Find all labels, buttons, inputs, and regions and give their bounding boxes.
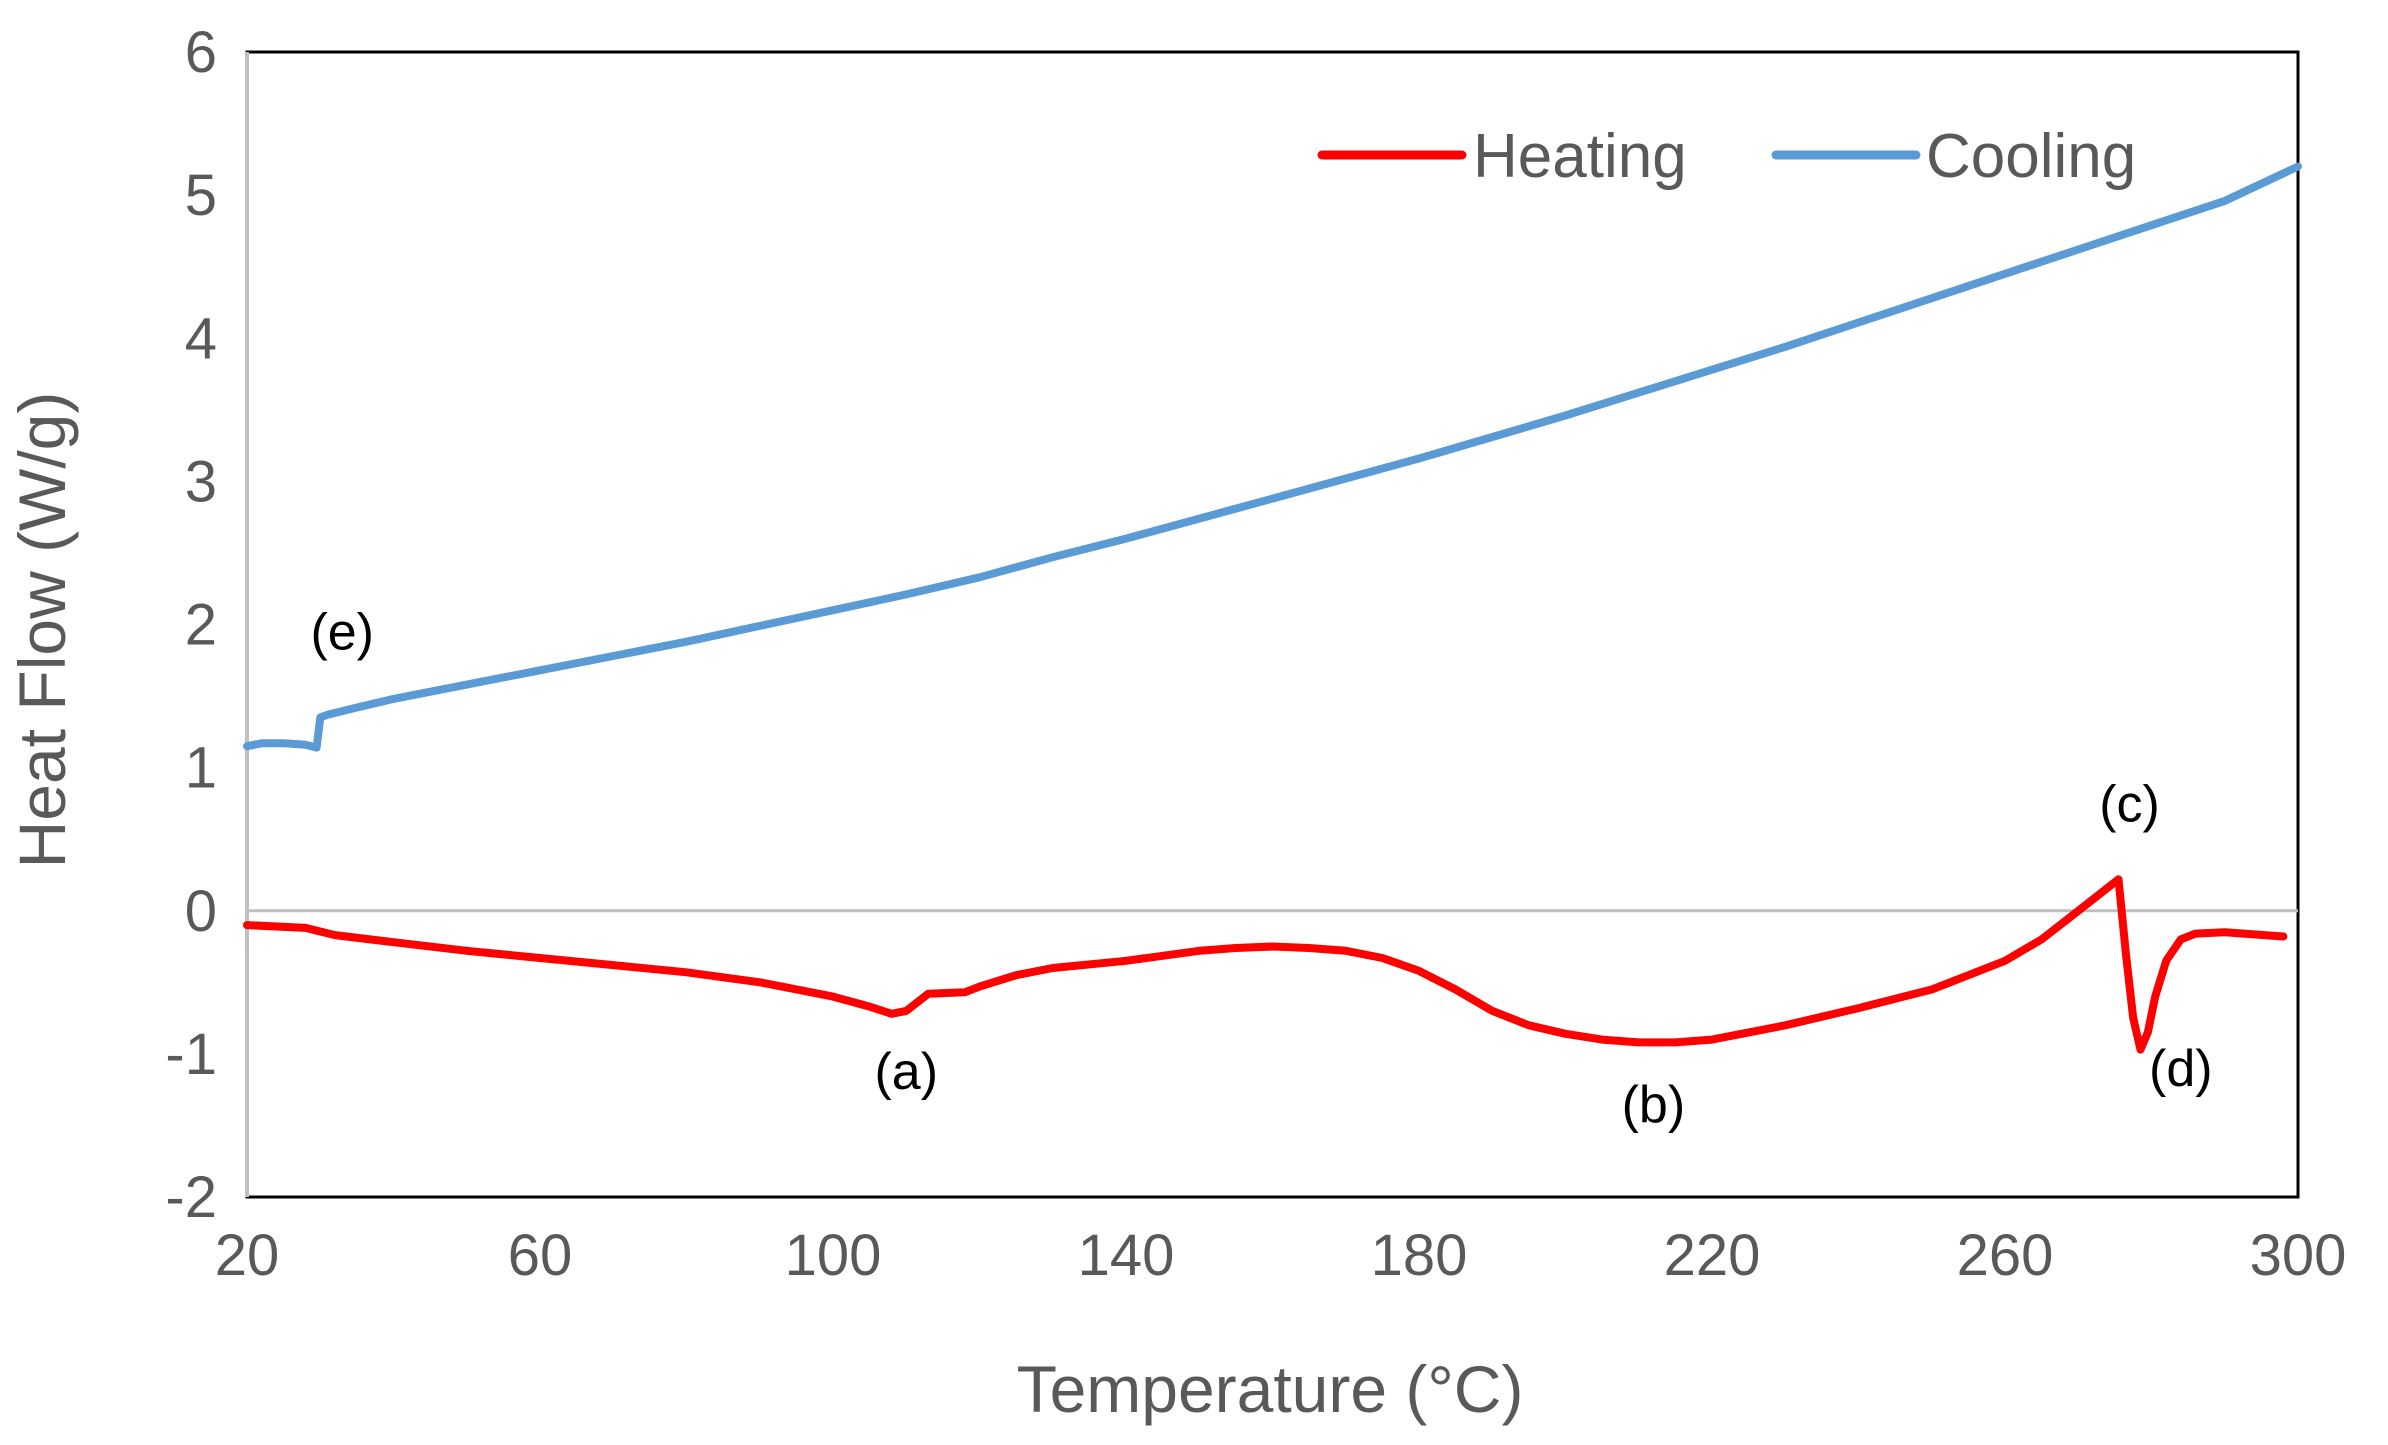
x-axis-title: Temperature (°C) <box>1017 1352 1524 1426</box>
x-tick-label: 140 <box>1078 1223 1175 1288</box>
legend-label-cooling: Cooling <box>1926 122 2136 191</box>
y-tick-label: 3 <box>185 449 217 514</box>
x-tick-label: 300 <box>2250 1223 2347 1288</box>
y-tick-label: 2 <box>185 593 217 658</box>
annotation-label: (a) <box>874 1043 938 1101</box>
legend-label-heating: Heating <box>1473 122 1687 191</box>
annotation-layer: (a) (b) (c) (d) (e) <box>310 604 2212 1134</box>
series-line-cooling <box>243 162 2302 752</box>
y-tick-label: 4 <box>185 306 217 371</box>
series-line-heating <box>243 875 2288 1054</box>
annotation-label: (c) <box>2099 775 2160 833</box>
legend: Heating Cooling <box>1317 122 2136 191</box>
annotation-label: (b) <box>1622 1076 1686 1134</box>
y-tick-label: -2 <box>165 1165 217 1230</box>
y-tick-label: 1 <box>185 736 217 801</box>
y-tick-label: -1 <box>165 1022 217 1087</box>
x-tick-label: 180 <box>1371 1223 1468 1288</box>
x-tick-label: 60 <box>508 1223 573 1288</box>
y-tick-label: 6 <box>185 20 217 85</box>
tick-label-layer: 20 60 100 140 180 220 260 300 -2 -1 0 1 2 3 4 5 6 <box>165 20 2346 1288</box>
annotation-label: (e) <box>310 604 374 662</box>
annotation-label: (d) <box>2149 1040 2213 1098</box>
y-axis-title: Heat Flow (W/g) <box>5 392 79 869</box>
y-tick-label: 5 <box>185 163 217 228</box>
x-tick-label: 260 <box>1957 1223 2054 1288</box>
x-tick-label: 220 <box>1664 1223 1761 1288</box>
plot-frame <box>245 50 2300 1199</box>
y-tick-label: 0 <box>185 879 217 944</box>
x-tick-label: 100 <box>785 1223 882 1288</box>
series-layer <box>243 162 2302 1054</box>
x-tick-label: 20 <box>215 1223 280 1288</box>
